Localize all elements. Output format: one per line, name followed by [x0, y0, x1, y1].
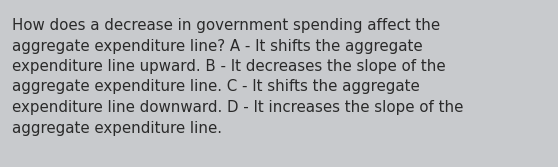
Text: aggregate expenditure line.: aggregate expenditure line. — [12, 121, 222, 135]
Text: How does a decrease in government spending affect the: How does a decrease in government spendi… — [12, 18, 440, 33]
Text: aggregate expenditure line? A - It shifts the aggregate: aggregate expenditure line? A - It shift… — [12, 39, 422, 53]
Text: expenditure line upward. B - It decreases the slope of the: expenditure line upward. B - It decrease… — [12, 59, 446, 74]
Text: expenditure line downward. D - It increases the slope of the: expenditure line downward. D - It increa… — [12, 100, 463, 115]
Text: aggregate expenditure line. C - It shifts the aggregate: aggregate expenditure line. C - It shift… — [12, 79, 420, 95]
